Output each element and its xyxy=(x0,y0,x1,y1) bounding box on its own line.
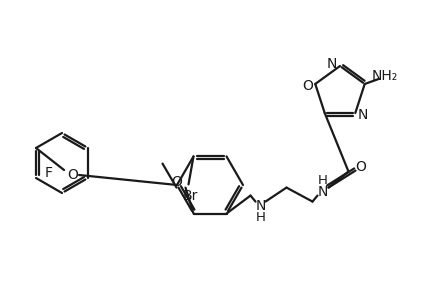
Text: N: N xyxy=(358,108,368,122)
Text: H: H xyxy=(318,174,328,187)
Text: N: N xyxy=(255,199,266,213)
Text: O: O xyxy=(171,175,182,189)
Text: F: F xyxy=(45,166,53,180)
Text: NH₂: NH₂ xyxy=(372,69,398,83)
Text: O: O xyxy=(68,168,78,182)
Text: N: N xyxy=(327,57,337,71)
Text: O: O xyxy=(302,79,313,93)
Text: Br: Br xyxy=(183,189,198,203)
Text: N: N xyxy=(317,184,328,199)
Text: O: O xyxy=(355,160,366,174)
Text: H: H xyxy=(255,211,265,224)
